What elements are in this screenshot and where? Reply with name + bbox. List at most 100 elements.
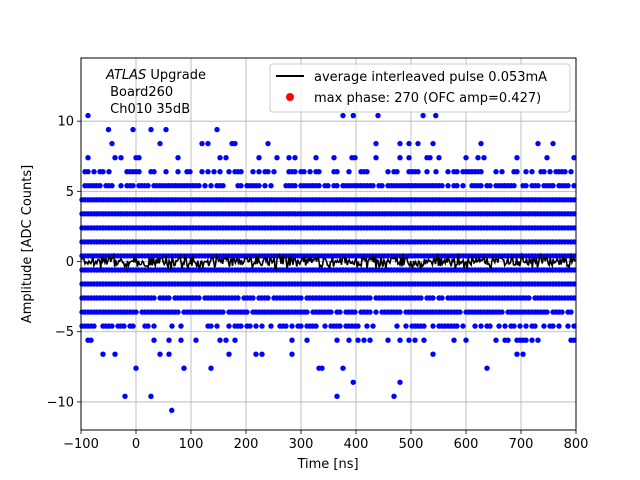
annotation-atlas: ATLAS [105, 68, 146, 83]
scatter-point [121, 323, 127, 329]
scatter-point [523, 323, 529, 329]
scatter-point [298, 323, 304, 329]
scatter-point [259, 351, 265, 357]
scatter-point [517, 323, 523, 329]
scatter-point [430, 295, 436, 301]
scatter-point [118, 183, 124, 189]
x-tick-label: 0 [132, 437, 140, 452]
scatter-point [379, 183, 385, 189]
scatter-point [298, 295, 304, 301]
scatter-point [529, 337, 535, 343]
scatter-point [350, 379, 356, 385]
scatter-point [130, 126, 136, 133]
scatter-point [313, 155, 319, 161]
legend-marker-swatch [286, 93, 294, 101]
scatter-point [499, 309, 505, 315]
scatter-point [445, 183, 451, 189]
scatter-point [226, 323, 232, 329]
y-tick-label: −10 [47, 395, 74, 410]
scatter-point [493, 169, 499, 175]
scatter-point [166, 351, 172, 357]
scatter-point [430, 323, 436, 329]
scatter-point [163, 169, 169, 175]
scatter-point [421, 337, 427, 343]
scatter-point [220, 183, 226, 189]
scatter-point [451, 337, 457, 343]
scatter-point [541, 323, 547, 329]
scatter-point [439, 183, 445, 189]
scatter-point [286, 155, 292, 161]
scatter-point [169, 407, 175, 414]
scatter-point [316, 169, 322, 175]
scatter-point [433, 169, 439, 175]
plot-area [79, 112, 577, 414]
scatter-point [319, 365, 325, 371]
scatter-point [85, 155, 91, 161]
scatter-point [100, 351, 106, 357]
scatter-point [91, 169, 97, 175]
scatter-point [316, 183, 322, 189]
scatter-point [403, 323, 409, 329]
scatter-point [169, 323, 175, 329]
scatter-point [235, 295, 241, 301]
scatter-point [250, 169, 256, 175]
scatter-point [568, 309, 574, 315]
scatter-point [424, 169, 430, 175]
scatter-point [289, 351, 295, 357]
scatter-point [370, 183, 376, 189]
scatter-point [535, 337, 541, 343]
scatter-point [460, 323, 466, 329]
annotation-box: ATLAS Upgrade Board260 Ch010 35dB [105, 68, 206, 117]
scatter-point [256, 155, 262, 161]
scatter-point [292, 183, 298, 189]
scatter-point [232, 337, 238, 343]
scatter-point [571, 267, 577, 273]
scatter-point [544, 309, 550, 315]
scatter-point [133, 365, 139, 371]
scatter-point [238, 169, 244, 175]
scatter-point [406, 155, 412, 161]
scatter-point [514, 351, 520, 357]
annotation-line-3: Ch010 35dB [106, 102, 190, 117]
scatter-point [145, 323, 151, 329]
scatter-point [346, 169, 352, 175]
scatter-point [520, 351, 526, 357]
y-tick-label: 0 [66, 255, 74, 270]
x-axis-label: Time [ns] [296, 457, 358, 472]
scatter-point [214, 126, 220, 133]
scatter-point [340, 365, 346, 371]
line-series [80, 252, 577, 273]
legend: average interleaved pulse 0.053mA max ph… [269, 63, 571, 113]
scatter-point [361, 337, 367, 343]
scatter-point [373, 309, 379, 315]
scatter-point [571, 239, 577, 245]
scatter-point [199, 169, 205, 175]
scatter-point [292, 169, 298, 175]
scatter-point [220, 309, 226, 315]
scatter-point [559, 309, 565, 315]
scatter-point [304, 337, 310, 343]
scatter-point [571, 225, 577, 231]
scatter-point [232, 140, 238, 147]
scatter-point [397, 337, 403, 343]
scatter-point [475, 155, 481, 161]
scatter-point [355, 323, 361, 329]
scatter-point [199, 140, 205, 147]
scatter-point [481, 155, 487, 161]
scatter-point [112, 351, 118, 357]
x-tick-label: 600 [454, 437, 479, 452]
scatter-point [100, 169, 106, 175]
scatter-point [454, 169, 460, 175]
scatter-point [238, 323, 244, 329]
scatter-point [367, 337, 373, 343]
scatter-point [562, 169, 568, 175]
scatter-point [325, 183, 331, 189]
scatter-point [205, 140, 211, 147]
scatter-point [334, 393, 340, 399]
scatter-point [151, 169, 157, 175]
scatter-point [136, 155, 142, 161]
scatter-point [457, 309, 463, 315]
scatter-point [205, 169, 211, 175]
legend-label-max-phase: max phase: 270 (OFC amp=0.427) [314, 91, 541, 106]
scatter-point [406, 337, 412, 343]
